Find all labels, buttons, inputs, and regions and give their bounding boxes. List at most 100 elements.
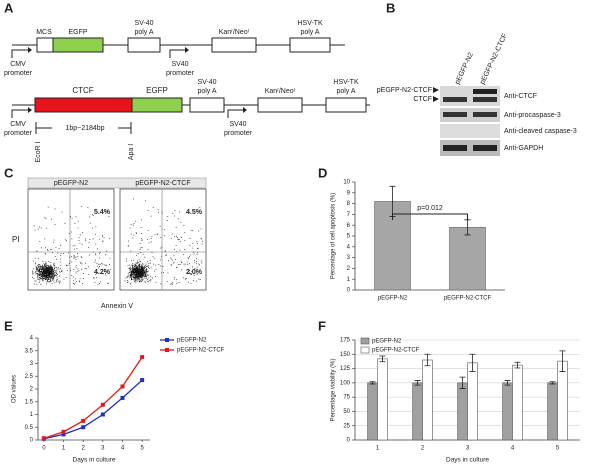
event-dot [183,263,185,265]
error-bar [369,381,376,385]
panel-label: A [4,0,14,15]
event-dot [49,273,51,275]
event-dot [42,273,44,275]
label: 1bp~2184bp [65,125,104,132]
event-dot [146,274,148,276]
x-axis-label: Days in culture [446,457,489,464]
event-dot [95,243,97,245]
event-dot [147,230,149,231]
quadrant-value: 5.4% [94,209,111,216]
event-dot [196,248,198,249]
event-dot [137,277,139,278]
event-dot [135,264,137,266]
quadrant-value: 2.0% [186,269,203,276]
event-dot [47,273,49,275]
event-dot [48,274,50,276]
event-dot [142,276,144,278]
event-dot [75,258,77,260]
event-dot [99,257,101,259]
event-dot [144,265,146,267]
event-dot [52,270,54,272]
event-dot [171,258,172,260]
event-dot [35,271,37,273]
event-dot [135,264,136,266]
event-dot [109,257,111,259]
event-dot [69,256,70,258]
event-dot [49,279,51,280]
x-tick-label: 3 [466,446,470,452]
event-dot [137,278,138,280]
event-dot [39,273,41,275]
event-dot [99,283,100,284]
event-dot [151,252,153,254]
event-dot [165,255,167,256]
event-dot [149,280,151,281]
y-tick-label: 0 [30,438,34,444]
event-dot [99,253,100,255]
event-dot [157,233,159,235]
event-dot [42,266,43,268]
event-dot [144,278,146,280]
antibody-label: Anti-procaspase-3 [504,112,561,119]
event-dot [48,274,50,276]
x-tick-label: pEGFP-N2 [378,296,408,302]
event-dot [155,281,157,283]
event-dot [131,277,132,279]
event-dot [109,264,110,265]
label: promoter [4,130,33,137]
event-dot [44,273,45,275]
label: SV40 [171,61,188,68]
event-dot [131,268,132,269]
event-dot [43,271,45,272]
x-tick-label: 4 [511,446,515,452]
event-dot [190,229,192,231]
event-dot [97,248,98,250]
event-dot [47,271,49,273]
event-dot [140,268,142,270]
kan-box [257,97,303,113]
event-dot [136,269,138,271]
event-dot [130,275,132,277]
event-dot [49,274,50,276]
event-dot [141,268,143,270]
event-dot [144,276,146,278]
event-dot [189,272,190,274]
x-tick-label: 0 [42,446,46,452]
event-dot [38,265,39,267]
event-dot [95,226,97,228]
event-dot [39,264,41,265]
event-dot [140,281,142,283]
event-dot [162,266,164,267]
event-dot [77,268,79,270]
y-tick-label: 2.5 [25,374,34,380]
event-dot [132,266,134,268]
event-dot [98,267,99,269]
event-dot [47,267,49,269]
event-dot [50,279,52,281]
event-dot [73,257,75,259]
event-dot [37,276,39,278]
event-dot [47,277,49,278]
x-tick-label: 4 [121,446,125,452]
event-dot [134,280,136,282]
event-dot [134,272,136,274]
event-dot [161,272,162,274]
event-dot [131,271,133,273]
event-dot [128,277,130,279]
event-dot [87,206,89,208]
event-dot [126,282,128,283]
event-dot [40,268,42,270]
event-dot [167,216,169,218]
event-dot [132,271,134,273]
blot-row [440,124,500,138]
event-dot [145,271,147,273]
event-dot [82,273,84,274]
event-dot [59,271,60,272]
event-dot [82,283,83,284]
event-dot [198,230,200,232]
event-dot [201,240,203,242]
event-dot [134,277,136,278]
arrow-head [185,47,189,53]
y-tick-label: 3.5 [25,348,34,354]
event-dot [45,217,47,219]
